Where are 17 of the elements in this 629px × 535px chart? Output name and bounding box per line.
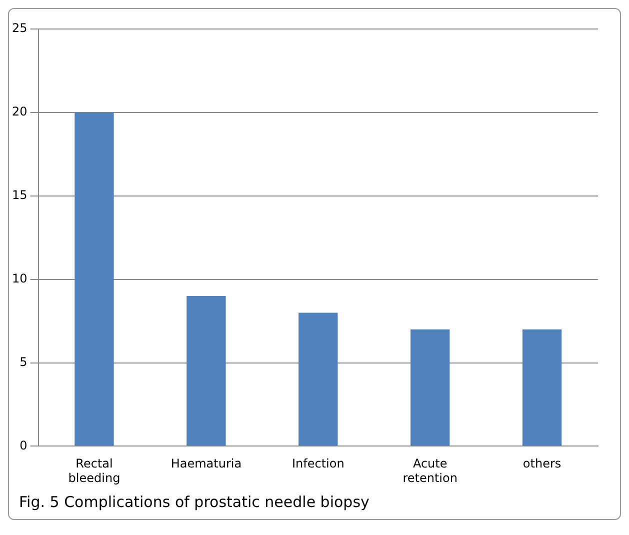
bar xyxy=(74,112,114,446)
text: Fig. 5 Complications of prostatic needle biopsy xyxy=(18,492,370,513)
y-tick-label: 15 xyxy=(12,188,28,202)
bar xyxy=(410,329,450,446)
x-tick-label: Rectal bleeding xyxy=(68,456,120,485)
x-tick-label: others xyxy=(522,456,562,471)
y-tick-label: 5 xyxy=(20,354,28,369)
bar xyxy=(298,312,338,446)
bar xyxy=(186,296,226,446)
x-tick-label: Infection xyxy=(292,456,344,471)
x-tick-label: Haematuria xyxy=(170,456,242,471)
y-tick-label: 25 xyxy=(12,21,28,36)
x-tick-label: Acute retention xyxy=(402,456,458,485)
bar xyxy=(522,329,562,446)
y-tick-label: 10 xyxy=(12,271,28,286)
y-tick-label: 0 xyxy=(20,438,28,452)
y-tick-label: 20 xyxy=(12,104,28,119)
